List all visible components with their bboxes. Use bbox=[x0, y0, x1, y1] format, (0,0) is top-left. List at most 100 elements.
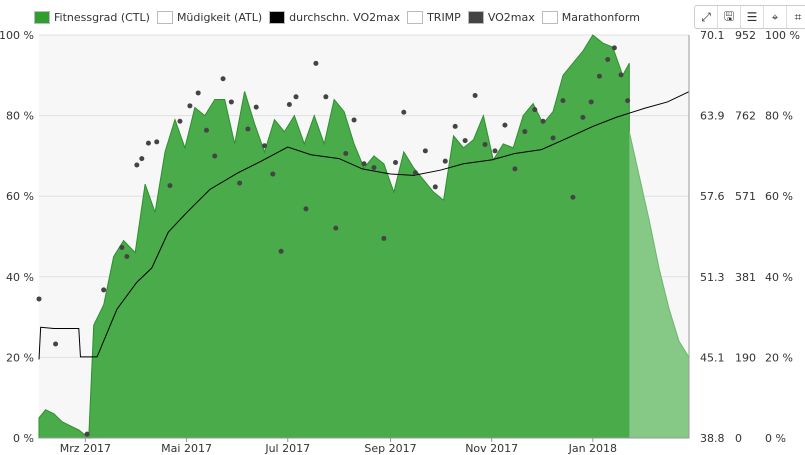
left-y-tick-label: 100 % bbox=[0, 29, 34, 42]
legend-item-marathon[interactable]: Marathonform bbox=[541, 10, 640, 24]
vo2max-point bbox=[303, 206, 309, 212]
legend-label-avg-vo2max: durchschn. VO2max bbox=[289, 10, 401, 24]
right-y-tick-label: 80 % bbox=[765, 110, 793, 123]
vo2max-point bbox=[36, 296, 42, 302]
vo2max-point bbox=[540, 118, 546, 124]
left-y-tick-label: 40 % bbox=[6, 271, 34, 284]
right-y-tick-label: 100 % bbox=[765, 29, 800, 42]
x-tick-label: Jan 2018 bbox=[568, 442, 617, 455]
vo2max-point bbox=[422, 148, 428, 154]
vo2max-point bbox=[502, 122, 508, 128]
trimp-y-tick-label: 0 bbox=[735, 432, 742, 445]
vo2max-point bbox=[611, 45, 617, 51]
trimp-y-tick-label: 381 bbox=[735, 271, 756, 284]
vo2max-point bbox=[293, 94, 299, 100]
vo2max-point bbox=[253, 104, 259, 110]
trimp-y-tick-label: 190 bbox=[735, 351, 756, 364]
vo2max-point bbox=[588, 99, 594, 105]
vo2max-point bbox=[245, 126, 251, 132]
legend-item-trimp[interactable]: TRIMP bbox=[407, 10, 461, 24]
vo2max-point bbox=[522, 129, 528, 135]
legend: Fitnessgrad (CTL) Müdigkeit (ATL) durchs… bbox=[34, 8, 640, 26]
vo2max-point bbox=[53, 341, 59, 347]
left-y-tick-label: 0 % bbox=[13, 432, 34, 445]
legend-label-trimp: TRIMP bbox=[427, 10, 461, 24]
trimp-y-tick-label: 571 bbox=[735, 190, 756, 203]
save-button[interactable]: 🖫 bbox=[718, 6, 741, 28]
vo2max-point bbox=[560, 98, 566, 104]
vo2max-y-tick-label: 70.1 bbox=[700, 29, 725, 42]
vo2max-point bbox=[323, 94, 329, 100]
vo2max-point bbox=[333, 225, 339, 231]
vo2max-point bbox=[195, 90, 201, 96]
right-y-tick-label: 40 % bbox=[765, 271, 793, 284]
legend-label-vo2max: VO2max bbox=[487, 10, 535, 24]
x-tick-label: Mrz 2017 bbox=[60, 442, 111, 455]
vo2max-point bbox=[452, 123, 458, 129]
vo2max-point bbox=[228, 99, 234, 105]
vo2max-point bbox=[145, 140, 151, 146]
right-y-tick-label: 20 % bbox=[765, 351, 793, 364]
legend-item-vo2max[interactable]: VO2max bbox=[467, 10, 535, 24]
vo2max-point bbox=[203, 127, 209, 133]
vo2max-point bbox=[313, 60, 319, 66]
vo2max-point bbox=[119, 244, 125, 250]
vo2max-point bbox=[343, 150, 349, 156]
vo2max-point bbox=[401, 109, 407, 115]
legend-item-fatigue[interactable]: Müdigkeit (ATL) bbox=[156, 10, 262, 24]
vo2max-point bbox=[605, 56, 611, 62]
vo2max-point bbox=[361, 161, 367, 167]
crop-icon: ⌗ bbox=[794, 9, 802, 24]
vo2max-point bbox=[472, 93, 478, 99]
x-tick-label: Jul 2017 bbox=[264, 442, 310, 455]
crosshair-icon: ⌖ bbox=[771, 9, 779, 24]
vo2max-point bbox=[167, 183, 173, 189]
vo2max-point bbox=[381, 235, 387, 241]
list-button[interactable]: ☰ bbox=[741, 6, 764, 28]
vo2max-point bbox=[139, 156, 145, 162]
vo2max-point bbox=[618, 72, 624, 78]
vo2max-point bbox=[393, 159, 399, 165]
trimp-y-tick-label: 762 bbox=[735, 110, 756, 123]
vo2max-point bbox=[84, 431, 90, 437]
vo2max-point bbox=[570, 194, 576, 200]
vo2max-point bbox=[177, 118, 183, 124]
legend-item-avg-vo2max[interactable]: durchschn. VO2max bbox=[269, 10, 401, 24]
vo2max-point bbox=[270, 171, 276, 177]
crop-button[interactable]: ⌗ bbox=[787, 6, 805, 28]
vo2max-point bbox=[625, 98, 631, 104]
vo2max-point bbox=[101, 287, 107, 293]
vo2max-point bbox=[220, 76, 226, 82]
save-icon: 🖫 bbox=[723, 8, 735, 23]
expand-button[interactable]: ⤢ bbox=[695, 6, 718, 28]
x-tick-label: Nov 2017 bbox=[465, 442, 518, 455]
x-tick-label: Mai 2017 bbox=[161, 442, 212, 455]
vo2max-point bbox=[371, 165, 377, 171]
legend-swatch-avg-vo2max bbox=[269, 10, 286, 24]
vo2max-point bbox=[492, 148, 498, 154]
crosshair-button[interactable]: ⌖ bbox=[764, 6, 787, 28]
vo2max-point bbox=[187, 103, 193, 109]
right-y-tick-label: 60 % bbox=[765, 190, 793, 203]
vo2max-point bbox=[482, 141, 488, 147]
vo2max-point bbox=[432, 184, 438, 190]
vo2max-point bbox=[580, 114, 586, 120]
avg-vo2max-line bbox=[38, 91, 690, 360]
vo2max-point bbox=[412, 170, 418, 176]
vo2max-point bbox=[462, 138, 468, 144]
vo2max-point bbox=[212, 153, 218, 159]
vo2max-point bbox=[596, 73, 602, 79]
legend-item-fitness[interactable]: Fitnessgrad (CTL) bbox=[34, 10, 150, 24]
legend-swatch-marathon bbox=[541, 10, 558, 24]
left-y-tick-label: 60 % bbox=[6, 190, 34, 203]
vo2max-point bbox=[134, 162, 140, 168]
series-layer bbox=[36, 34, 690, 440]
left-y-tick-label: 20 % bbox=[6, 351, 34, 364]
trimp-y-tick-label: 952 bbox=[735, 29, 756, 42]
legend-swatch-trimp bbox=[407, 10, 424, 24]
axes: Mrz 2017 Mai 2017 Jul 2017 Sep 2017 Nov 2017… bbox=[0, 29, 800, 455]
right-y-tick-label: 0 % bbox=[765, 432, 786, 445]
vo2max-y-tick-label: 57.6 bbox=[700, 190, 725, 203]
vo2max-point bbox=[286, 102, 292, 108]
